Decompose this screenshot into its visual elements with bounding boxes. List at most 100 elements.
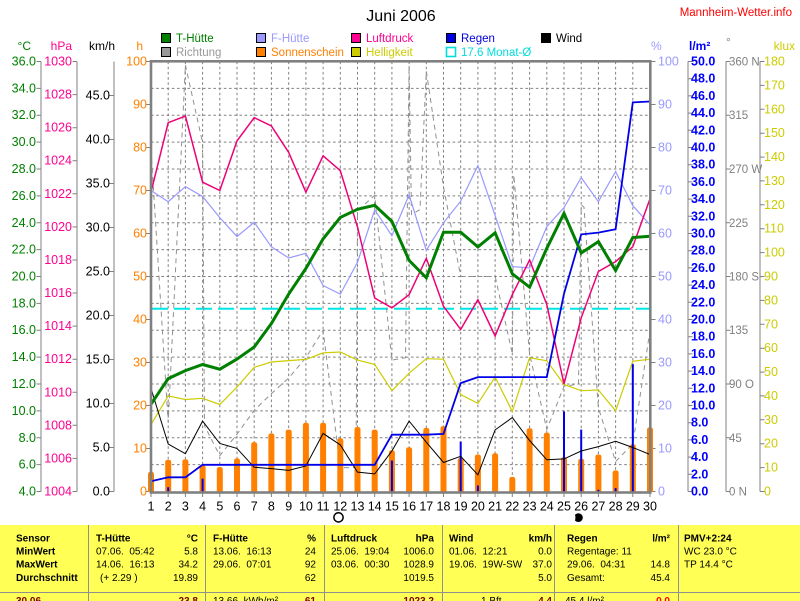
svg-text:Richtung: Richtung xyxy=(176,47,221,59)
svg-text:1018: 1018 xyxy=(44,253,72,267)
svg-text:100: 100 xyxy=(126,55,147,69)
svg-text:20: 20 xyxy=(471,500,485,514)
svg-text:170: 170 xyxy=(764,78,785,92)
svg-text:6.0: 6.0 xyxy=(691,433,708,447)
svg-text:1014: 1014 xyxy=(44,319,72,333)
svg-text:19: 19 xyxy=(454,500,468,514)
svg-text:20: 20 xyxy=(658,399,672,413)
svg-text:25.0: 25.0 xyxy=(86,265,110,279)
svg-text:315: 315 xyxy=(729,110,748,122)
svg-text:13.06. 16:13: 13.06. 16:13 xyxy=(213,547,272,558)
svg-text:30: 30 xyxy=(658,356,672,370)
svg-text:160: 160 xyxy=(764,102,785,116)
svg-text:16.0: 16.0 xyxy=(691,347,715,361)
svg-text:180: 180 xyxy=(764,55,785,69)
svg-text:1020: 1020 xyxy=(44,220,72,234)
svg-text:23.8: 23.8 xyxy=(179,596,199,601)
svg-text:hPa: hPa xyxy=(416,534,435,545)
svg-text:Wind: Wind xyxy=(449,534,473,545)
svg-text:46.0: 46.0 xyxy=(691,89,715,103)
svg-text:36.0: 36.0 xyxy=(691,175,715,189)
svg-text:F-Hütte: F-Hütte xyxy=(271,33,309,45)
svg-text:28.0: 28.0 xyxy=(691,244,715,258)
svg-text:120: 120 xyxy=(764,198,785,212)
svg-text:24.0: 24.0 xyxy=(691,278,715,292)
svg-text:1006.0: 1006.0 xyxy=(403,547,434,558)
svg-text:0: 0 xyxy=(658,485,665,499)
svg-text:30.0: 30.0 xyxy=(691,227,715,241)
svg-text:7: 7 xyxy=(251,500,258,514)
svg-text:%: % xyxy=(307,534,316,545)
svg-text:225: 225 xyxy=(729,218,748,230)
svg-text:8.0: 8.0 xyxy=(691,416,708,430)
svg-text:°C: °C xyxy=(18,39,32,53)
svg-text:15.0: 15.0 xyxy=(86,353,110,367)
svg-text:1010: 1010 xyxy=(44,385,72,399)
svg-text:36.0: 36.0 xyxy=(12,55,36,69)
svg-text:42.0: 42.0 xyxy=(691,123,715,137)
svg-text:18.0: 18.0 xyxy=(12,296,36,310)
svg-text:21: 21 xyxy=(488,500,502,514)
svg-text:l/m²: l/m² xyxy=(689,39,710,53)
svg-text:50: 50 xyxy=(764,365,778,379)
svg-text:6.0: 6.0 xyxy=(19,458,36,472)
svg-text:14.0: 14.0 xyxy=(12,350,36,364)
svg-text:70: 70 xyxy=(658,184,672,198)
svg-text:22: 22 xyxy=(505,500,519,514)
svg-text:1028.9: 1028.9 xyxy=(403,560,434,571)
svg-text:29.06. 04:31: 29.06. 04:31 xyxy=(567,560,626,571)
svg-text:20: 20 xyxy=(133,399,147,413)
svg-text:01.06. 12:21: 01.06. 12:21 xyxy=(449,547,508,558)
svg-text:11: 11 xyxy=(317,500,330,514)
svg-text:40.0: 40.0 xyxy=(86,133,110,147)
svg-text:19.89: 19.89 xyxy=(173,573,198,584)
svg-text:92: 92 xyxy=(305,560,317,571)
svg-text:8: 8 xyxy=(268,500,275,514)
svg-text:0 N: 0 N xyxy=(729,487,747,499)
svg-text:130: 130 xyxy=(764,174,785,188)
svg-text:25: 25 xyxy=(557,500,571,514)
svg-text:5.8: 5.8 xyxy=(184,547,198,558)
svg-text:%: % xyxy=(651,39,662,53)
svg-text:Wind: Wind xyxy=(556,33,582,45)
svg-text:34.0: 34.0 xyxy=(12,81,36,95)
svg-text:40: 40 xyxy=(658,313,672,327)
svg-text:32.0: 32.0 xyxy=(12,108,36,122)
svg-text:22.0: 22.0 xyxy=(12,243,36,257)
svg-text:10.0: 10.0 xyxy=(86,397,110,411)
svg-text:07.06. 05:42: 07.06. 05:42 xyxy=(96,547,155,558)
svg-text:1026: 1026 xyxy=(44,121,72,135)
svg-text:20.0: 20.0 xyxy=(12,270,36,284)
svg-text:34.2: 34.2 xyxy=(179,560,199,571)
svg-text:5: 5 xyxy=(216,500,223,514)
svg-text:100: 100 xyxy=(764,246,785,260)
svg-text:0: 0 xyxy=(140,485,147,499)
svg-text:MaxWert: MaxWert xyxy=(16,560,58,571)
svg-text:T-Hütte: T-Hütte xyxy=(176,33,214,45)
svg-text:50.0: 50.0 xyxy=(691,55,715,69)
svg-text:14.06. 16:13: 14.06. 16:13 xyxy=(96,560,155,571)
svg-text:1004: 1004 xyxy=(44,485,72,499)
svg-text:1 Bft: 1 Bft xyxy=(481,596,502,601)
svg-text:360 N: 360 N xyxy=(729,57,760,69)
svg-text:110: 110 xyxy=(764,222,784,236)
svg-text:hPa: hPa xyxy=(51,39,73,53)
svg-text:17: 17 xyxy=(419,500,433,514)
svg-text:50: 50 xyxy=(658,270,672,284)
svg-text:10: 10 xyxy=(133,442,147,456)
svg-text:45.0: 45.0 xyxy=(86,89,110,103)
svg-text:0: 0 xyxy=(764,485,771,499)
svg-text:°: ° xyxy=(726,35,731,49)
svg-text:13: 13 xyxy=(351,500,365,514)
svg-text:3: 3 xyxy=(182,500,189,514)
svg-text:4.0: 4.0 xyxy=(691,450,708,464)
svg-text:03.06. 00:30: 03.06. 00:30 xyxy=(331,560,390,571)
svg-text:18.0: 18.0 xyxy=(691,330,715,344)
svg-text:6: 6 xyxy=(234,500,241,514)
svg-text:1019.5: 1019.5 xyxy=(403,573,434,584)
svg-text:26: 26 xyxy=(574,500,588,514)
svg-text:28: 28 xyxy=(609,500,623,514)
svg-text:F-Hütte: F-Hütte xyxy=(213,534,248,545)
svg-text:1030: 1030 xyxy=(44,55,72,69)
svg-text:T-Hütte: T-Hütte xyxy=(96,534,131,545)
